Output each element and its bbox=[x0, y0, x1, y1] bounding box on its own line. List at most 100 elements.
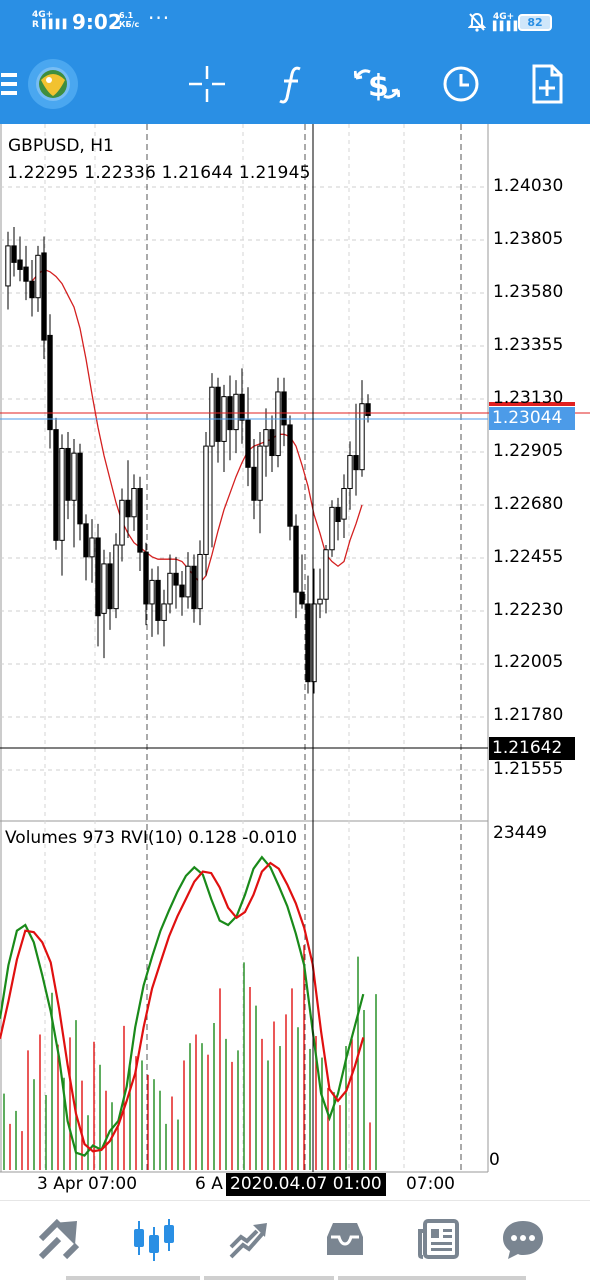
battery-indicator: 82 bbox=[518, 14, 552, 31]
candle-body bbox=[323, 549, 329, 600]
price-tick-label: 1.23130 bbox=[493, 388, 564, 408]
price-tick-label: 1.23580 bbox=[493, 282, 564, 302]
candle-body bbox=[161, 603, 167, 621]
candle-body bbox=[365, 403, 371, 416]
indicators-icon[interactable] bbox=[264, 44, 318, 124]
candle-body bbox=[107, 563, 113, 610]
candle-body bbox=[137, 488, 143, 553]
add-template-icon[interactable] bbox=[520, 44, 574, 124]
candle-body bbox=[311, 603, 317, 683]
candle-body bbox=[191, 565, 197, 610]
time-tick-label: 07:00 bbox=[406, 1174, 455, 1194]
candle-body bbox=[71, 452, 77, 501]
candle-body bbox=[287, 424, 293, 527]
price-tick-label: 1.23805 bbox=[493, 229, 564, 249]
network-indicator: 4G+ R ▌▌▌▌ bbox=[32, 10, 70, 30]
rvi-signal-line bbox=[0, 861, 365, 1153]
candle-body bbox=[77, 452, 83, 525]
candle-body bbox=[167, 572, 173, 605]
price-tick-label: 1.22905 bbox=[493, 441, 564, 461]
candle-body bbox=[47, 334, 53, 431]
candle-body bbox=[185, 565, 191, 598]
candle-body bbox=[335, 506, 341, 522]
crosshair-icon[interactable] bbox=[180, 44, 234, 124]
candle-body bbox=[17, 259, 23, 270]
mute-icon bbox=[467, 12, 487, 36]
candle-body bbox=[209, 386, 215, 447]
candle-body bbox=[173, 572, 179, 586]
network-indicator-2: 4G+ ▌▌▌▌ bbox=[493, 12, 521, 32]
candle-body bbox=[95, 537, 101, 617]
candle-body bbox=[11, 245, 17, 263]
candle-body bbox=[257, 445, 263, 501]
candle-body bbox=[329, 506, 335, 551]
candle-body bbox=[293, 525, 299, 593]
time-tick-label: 3 Apr 07:00 bbox=[37, 1174, 138, 1194]
app-logo-icon[interactable] bbox=[26, 44, 80, 124]
candle-body bbox=[197, 553, 203, 610]
bid-price-label: 1.23044 bbox=[489, 407, 575, 430]
candle-body bbox=[305, 603, 311, 683]
candle-body bbox=[341, 488, 347, 520]
candle-body bbox=[299, 591, 305, 605]
more-notifications-icon: ··· bbox=[148, 6, 171, 30]
news-icon[interactable] bbox=[390, 1201, 488, 1277]
candle-body bbox=[245, 419, 251, 468]
menu-icon[interactable] bbox=[0, 44, 20, 124]
time-tick-label: 6 A bbox=[195, 1174, 223, 1194]
timeframe-clock-icon[interactable] bbox=[434, 44, 488, 124]
candle-body bbox=[275, 391, 281, 457]
status-bar: 4G+ R ▌▌▌▌ 9:02 6.1 КБ/с ··· 4G+ ▌▌▌▌ 82 bbox=[0, 0, 590, 44]
volume-min-label: 0 bbox=[489, 1150, 500, 1170]
candle-body bbox=[149, 579, 155, 605]
rvi-main-line bbox=[0, 855, 365, 1157]
candle-body bbox=[59, 447, 65, 541]
candle-body bbox=[53, 429, 59, 541]
messages-icon[interactable] bbox=[474, 1201, 572, 1277]
candle-body bbox=[347, 455, 353, 490]
trade-icon[interactable]: $ bbox=[350, 44, 404, 124]
bottom-nav bbox=[0, 1200, 590, 1281]
candle-body bbox=[83, 523, 89, 558]
price-tick-label: 1.21780 bbox=[493, 705, 564, 725]
candle-body bbox=[155, 579, 161, 621]
candle-body bbox=[179, 584, 185, 598]
nav-indicator bbox=[204, 1276, 334, 1280]
candle-body bbox=[203, 445, 209, 555]
price-tick-label: 1.22005 bbox=[493, 652, 564, 672]
price-tick-label: 1.22230 bbox=[493, 600, 564, 620]
chart-symbol: GBPUSD, H1 bbox=[8, 136, 114, 156]
price-tick-label: 1.22680 bbox=[493, 494, 564, 514]
candle-body bbox=[281, 391, 287, 426]
nav-indicator bbox=[66, 1276, 200, 1280]
candle-body bbox=[353, 455, 359, 471]
clock: 9:02 bbox=[72, 10, 122, 34]
history-icon[interactable] bbox=[296, 1201, 394, 1277]
chart-icon[interactable] bbox=[105, 1201, 203, 1277]
candle-body bbox=[233, 393, 239, 431]
candle-body bbox=[119, 499, 125, 546]
chart-area[interactable] bbox=[0, 124, 590, 1200]
price-tick-label: 1.24030 bbox=[493, 176, 564, 196]
candle-body bbox=[215, 386, 221, 442]
svg-text:$: $ bbox=[368, 69, 389, 104]
ask-price-marker bbox=[489, 402, 575, 406]
candle-body bbox=[41, 252, 47, 341]
quotes-icon[interactable] bbox=[10, 1201, 108, 1277]
crosshair-time-label: 2020.04.07 01:00 bbox=[226, 1173, 386, 1196]
candle-body bbox=[101, 563, 107, 614]
nav-indicator bbox=[338, 1276, 526, 1280]
candle-body bbox=[89, 537, 95, 558]
moving-average-line bbox=[31, 268, 363, 584]
toolbar: $ bbox=[0, 44, 590, 124]
candle-body bbox=[359, 403, 365, 471]
crosshair-price-label: 1.21642 bbox=[489, 737, 575, 760]
chart-canvas[interactable] bbox=[0, 124, 590, 1200]
price-tick-label: 1.22455 bbox=[493, 547, 564, 567]
trade-icon[interactable] bbox=[200, 1201, 298, 1277]
candle-body bbox=[269, 429, 275, 457]
candle-body bbox=[65, 447, 71, 501]
chart-ohlc: 1.22295 1.22336 1.21644 1.21945 bbox=[7, 163, 311, 183]
candle-body bbox=[125, 499, 131, 518]
indicator-title: Volumes 973 RVI(10) 0.128 -0.010 bbox=[5, 828, 298, 848]
